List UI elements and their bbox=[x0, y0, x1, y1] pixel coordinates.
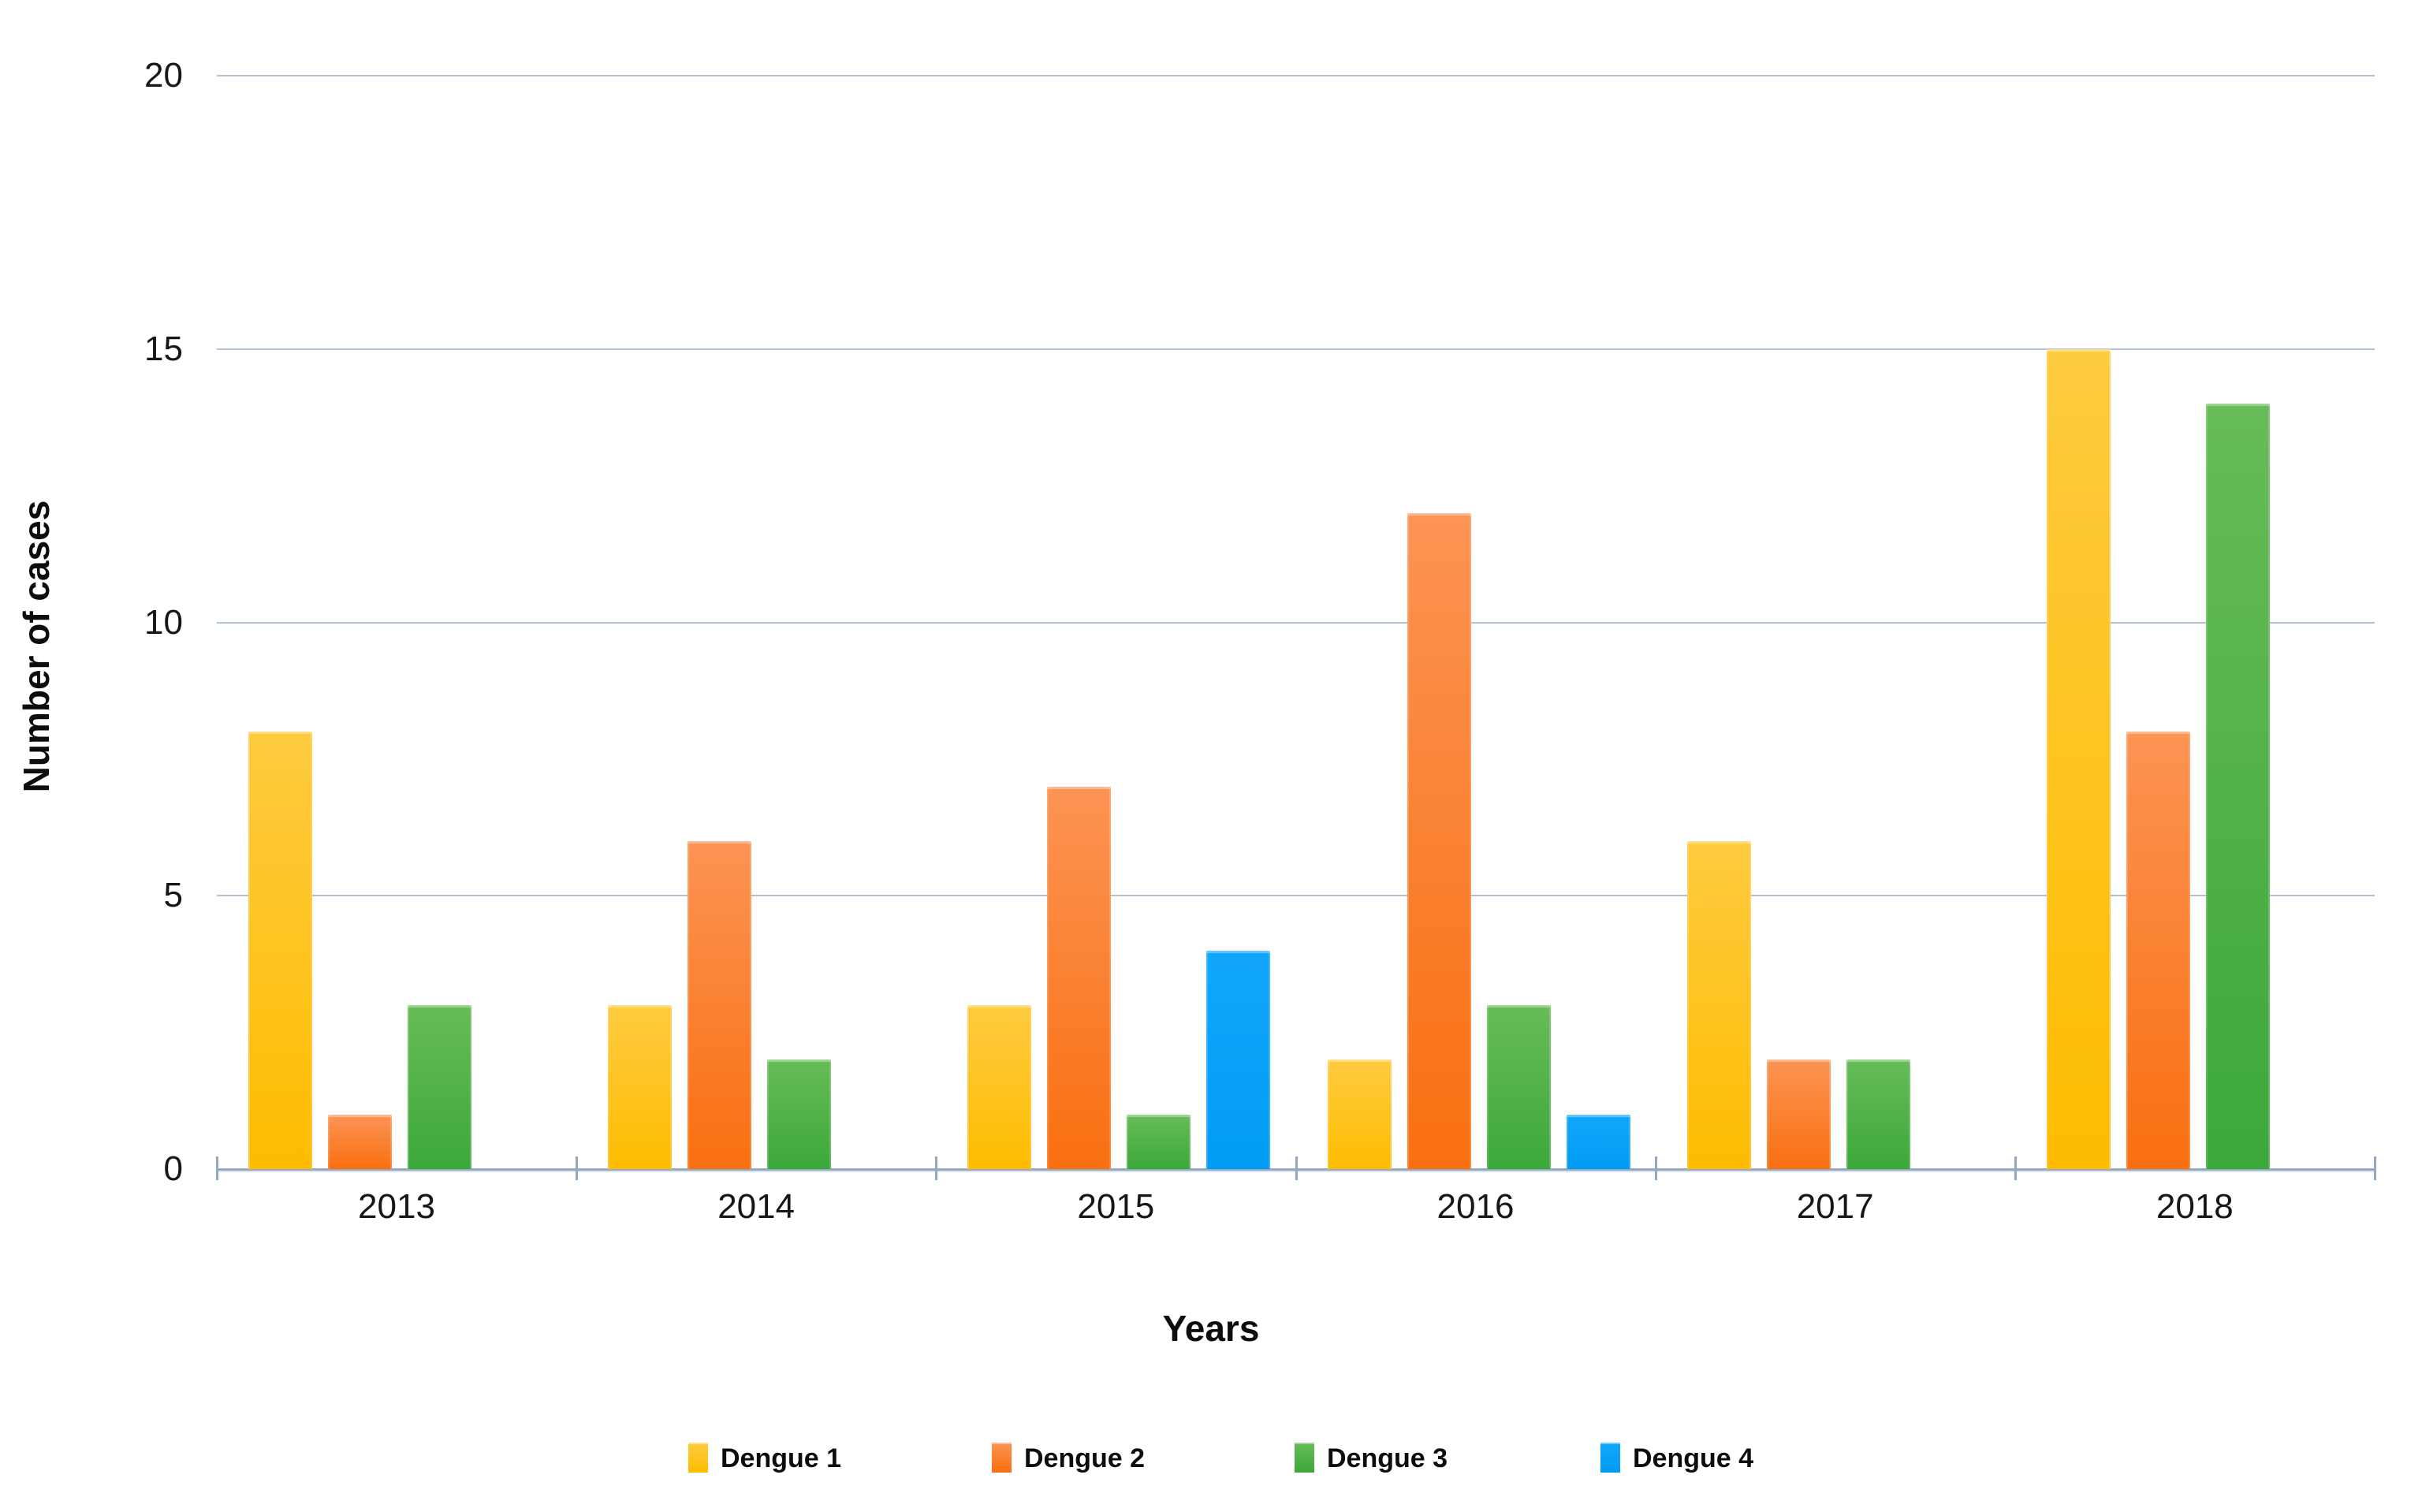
bar-dengue-4-2015 bbox=[1206, 950, 1270, 1169]
y-tick-label-15: 15 bbox=[144, 329, 183, 368]
bar-dengue-1-2018 bbox=[2047, 348, 2111, 1169]
gridline-20 bbox=[217, 75, 2375, 76]
x-tick-label-2015: 2015 bbox=[1077, 1187, 1155, 1226]
x-axis-title: Years bbox=[1162, 1308, 1260, 1349]
bar-dengue-2-2014 bbox=[687, 840, 751, 1169]
bar-dengue-1-2013 bbox=[248, 732, 312, 1169]
x-tick-label-2016: 2016 bbox=[1436, 1187, 1515, 1226]
x-axis-tick bbox=[216, 1156, 218, 1180]
bar-dengue-4-2016 bbox=[1567, 1114, 1630, 1169]
bar-dengue-1-2017 bbox=[1687, 840, 1751, 1169]
x-axis-tick bbox=[2014, 1156, 2017, 1180]
x-tick-label-2014: 2014 bbox=[717, 1187, 796, 1226]
bar-dengue-2-2015 bbox=[1047, 786, 1111, 1169]
bar-dengue-2-2013 bbox=[328, 1114, 392, 1169]
bar-dengue-2-2016 bbox=[1407, 512, 1471, 1169]
y-tick-label-0: 0 bbox=[163, 1149, 183, 1188]
gridline-10 bbox=[217, 621, 2375, 624]
bar-dengue-1-2015 bbox=[967, 1004, 1031, 1169]
bar-dengue-3-2013 bbox=[408, 1004, 471, 1169]
x-axis-tick bbox=[1654, 1156, 1657, 1180]
bar-dengue-1-2014 bbox=[608, 1004, 672, 1169]
bar-dengue-3-2015 bbox=[1127, 1114, 1191, 1169]
y-tick-label-20: 20 bbox=[144, 56, 183, 95]
x-tick-label-2013: 2013 bbox=[358, 1187, 435, 1226]
x-tick-label-2017: 2017 bbox=[1796, 1187, 1874, 1226]
gridline-15 bbox=[217, 348, 2375, 350]
x-axis-tick bbox=[935, 1156, 938, 1180]
gridline-5 bbox=[217, 895, 2375, 897]
y-tick-label-5: 5 bbox=[163, 876, 183, 915]
x-axis-tick bbox=[2374, 1156, 2376, 1180]
x-axis-tick bbox=[1295, 1156, 1298, 1180]
x-axis-tick bbox=[576, 1156, 579, 1180]
bar-dengue-2-2017 bbox=[1767, 1060, 1831, 1169]
bar-dengue-3-2017 bbox=[1846, 1060, 1910, 1169]
bar-dengue-3-2016 bbox=[1487, 1004, 1551, 1169]
x-tick-label-2018: 2018 bbox=[2156, 1187, 2234, 1226]
bar-dengue-1-2016 bbox=[1328, 1060, 1392, 1169]
bar-dengue-2-2018 bbox=[2126, 732, 2190, 1169]
y-tick-label-10: 10 bbox=[144, 602, 183, 642]
bar-dengue-3-2018 bbox=[2206, 404, 2270, 1169]
bar-dengue-3-2014 bbox=[767, 1060, 831, 1169]
